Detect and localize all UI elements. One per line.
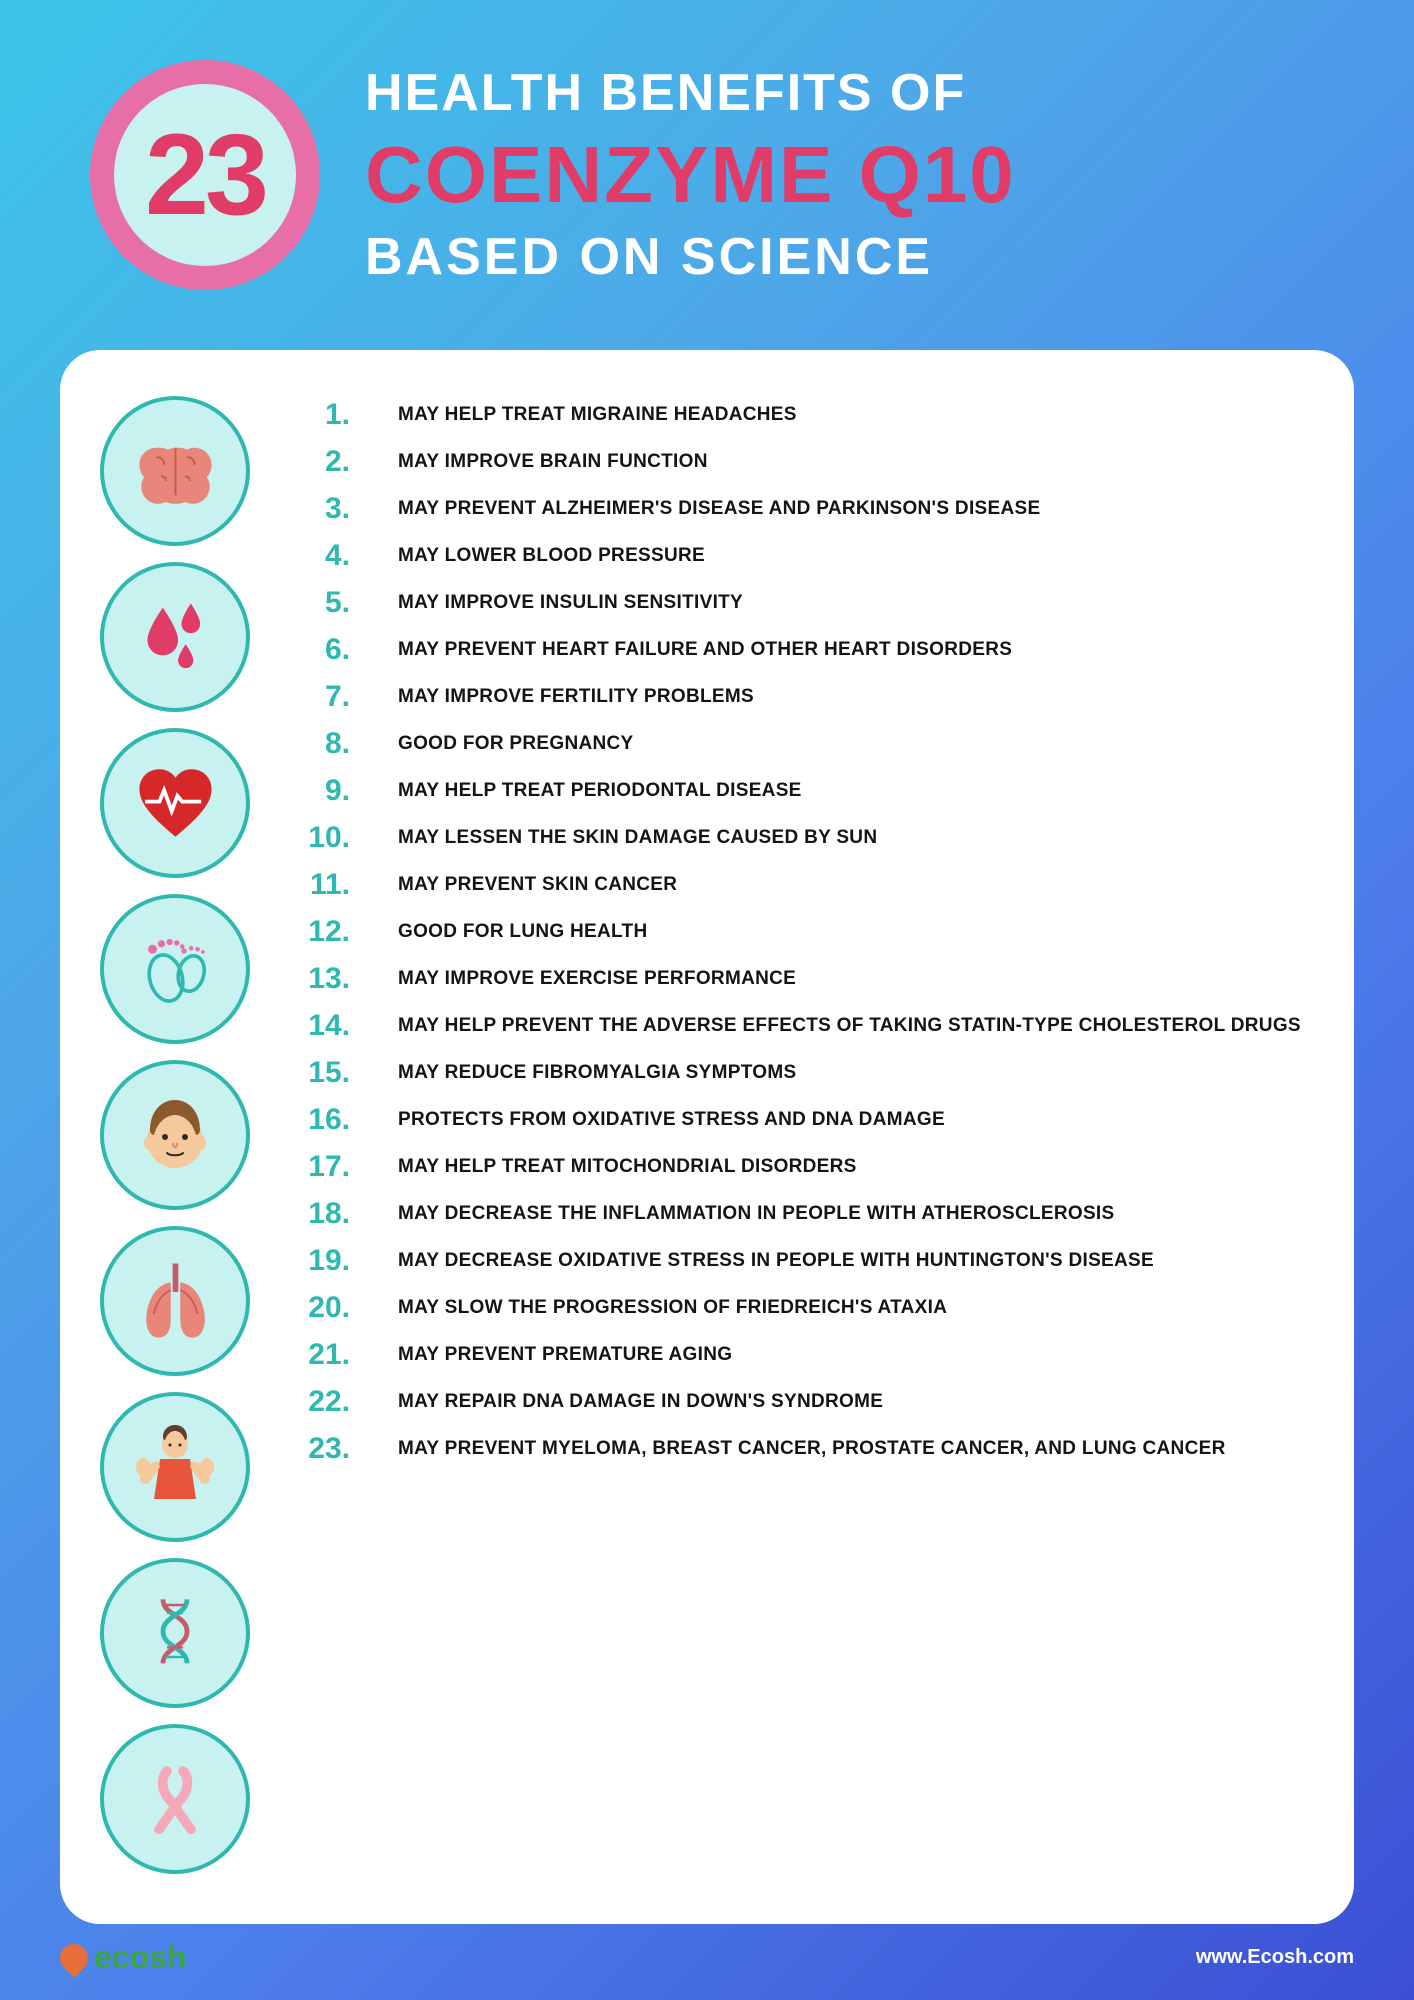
title-line2: COENZYME Q10 <box>365 129 1016 221</box>
list-item: 1. MAY HELP TREAT MIGRAINE HEADACHES <box>290 398 1314 432</box>
list-item: 13. MAY IMPROVE EXERCISE PERFORMANCE <box>290 962 1314 996</box>
list-number: 14. <box>290 1009 350 1043</box>
list-item: 3. MAY PREVENT ALZHEIMER'S DISEASE AND PA… <box>290 492 1314 526</box>
list-number: 2. <box>290 445 350 479</box>
list-item: 5. MAY IMPROVE INSULIN SENSITIVITY <box>290 586 1314 620</box>
list-text: MAY PREVENT HEART FAILURE AND OTHER HEAR… <box>398 639 1012 661</box>
list-item: 21. MAY PREVENT PREMATURE AGING <box>290 1338 1314 1372</box>
list-item: 20. MAY SLOW THE PROGRESSION OF FRIEDREIC… <box>290 1291 1314 1325</box>
logo: ecosh <box>60 1939 186 1976</box>
list-number: 21. <box>290 1338 350 1372</box>
list-text: MAY REPAIR DNA DAMAGE IN DOWN'S SYNDROME <box>398 1391 883 1413</box>
list-item: 9. MAY HELP TREAT PERIODONTAL DISEASE <box>290 774 1314 808</box>
list-item: 4. MAY LOWER BLOOD PRESSURE <box>290 539 1314 573</box>
list-number: 5. <box>290 586 350 620</box>
heart-ecg-icon <box>100 728 250 878</box>
list-text: MAY IMPROVE BRAIN FUNCTION <box>398 451 708 473</box>
logo-leaf-icon <box>54 1938 94 1978</box>
brain-icon <box>100 396 250 546</box>
list-item: 15. MAY REDUCE FIBROMYALGIA SYMPTOMS <box>290 1056 1314 1090</box>
list-text: MAY DECREASE OXIDATIVE STRESS IN PEOPLE … <box>398 1250 1154 1272</box>
title-line1: HEALTH BENEFITS OF <box>365 63 1016 123</box>
list-item: 16. PROTECTS FROM OXIDATIVE STRESS AND DN… <box>290 1103 1314 1137</box>
list-text: MAY PREVENT PREMATURE AGING <box>398 1344 732 1366</box>
list-text: MAY HELP TREAT MIGRAINE HEADACHES <box>398 404 797 426</box>
ribbon-icon <box>100 1724 250 1874</box>
list-text: MAY LESSEN THE SKIN DAMAGE CAUSED BY SUN <box>398 827 877 849</box>
list-text: GOOD FOR LUNG HEALTH <box>398 921 647 943</box>
blood-drops-icon <box>100 562 250 712</box>
list-text: MAY REDUCE FIBROMYALGIA SYMPTOMS <box>398 1062 796 1084</box>
list-number: 15. <box>290 1056 350 1090</box>
icons-column <box>100 390 260 1874</box>
list-text: MAY IMPROVE FERTILITY PROBLEMS <box>398 686 754 708</box>
list-item: 6. MAY PREVENT HEART FAILURE AND OTHER HE… <box>290 633 1314 667</box>
list-text: MAY IMPROVE INSULIN SENSITIVITY <box>398 592 743 614</box>
list-item: 10. MAY LESSEN THE SKIN DAMAGE CAUSED BY … <box>290 821 1314 855</box>
list-text: MAY PREVENT MYELOMA, BREAST CANCER, PROS… <box>398 1438 1226 1460</box>
list-text: MAY IMPROVE EXERCISE PERFORMANCE <box>398 968 796 990</box>
list-number: 19. <box>290 1244 350 1278</box>
list-number: 1. <box>290 398 350 432</box>
list-number: 9. <box>290 774 350 808</box>
dna-icon <box>100 1558 250 1708</box>
list-text: GOOD FOR PREGNANCY <box>398 733 634 755</box>
list-text: MAY HELP TREAT MITOCHONDRIAL DISORDERS <box>398 1156 857 1178</box>
list-text: PROTECTS FROM OXIDATIVE STRESS AND DNA D… <box>398 1109 945 1131</box>
list-number: 20. <box>290 1291 350 1325</box>
title-line3: BASED ON SCIENCE <box>365 227 1016 287</box>
list-text: MAY HELP TREAT PERIODONTAL DISEASE <box>398 780 802 802</box>
list-number: 10. <box>290 821 350 855</box>
list-item: 18. MAY DECREASE THE INFLAMMATION IN PEOP… <box>290 1197 1314 1231</box>
badge-circle: 23 <box>90 60 320 290</box>
badge-inner: 23 <box>114 84 296 266</box>
list-text: MAY PREVENT ALZHEIMER'S DISEASE AND PARK… <box>398 498 1040 520</box>
list-item: 17. MAY HELP TREAT MITOCHONDRIAL DISORDER… <box>290 1150 1314 1184</box>
list-number: 6. <box>290 633 350 667</box>
list-item: 23. MAY PREVENT MYELOMA, BREAST CANCER, P… <box>290 1432 1314 1466</box>
list-number: 4. <box>290 539 350 573</box>
badge-number: 23 <box>145 109 265 241</box>
face-icon <box>100 1060 250 1210</box>
website-url: www.Ecosh.com <box>1196 1946 1354 1969</box>
list-text: MAY LOWER BLOOD PRESSURE <box>398 545 705 567</box>
list-item: 14. MAY HELP PREVENT THE ADVERSE EFFECTS … <box>290 1009 1314 1043</box>
list-text: MAY HELP PREVENT THE ADVERSE EFFECTS OF … <box>398 1015 1301 1037</box>
list-number: 13. <box>290 962 350 996</box>
list-item: 11. MAY PREVENT SKIN CANCER <box>290 868 1314 902</box>
footer: ecosh www.Ecosh.com <box>0 1939 1414 1976</box>
list-item: 7. MAY IMPROVE FERTILITY PROBLEMS <box>290 680 1314 714</box>
list-number: 3. <box>290 492 350 526</box>
list-text: MAY DECREASE THE INFLAMMATION IN PEOPLE … <box>398 1203 1114 1225</box>
list-number: 22. <box>290 1385 350 1419</box>
list-number: 18. <box>290 1197 350 1231</box>
list-number: 8. <box>290 727 350 761</box>
lungs-icon <box>100 1226 250 1376</box>
baby-feet-icon <box>100 894 250 1044</box>
list-number: 16. <box>290 1103 350 1137</box>
list-text: MAY PREVENT SKIN CANCER <box>398 874 677 896</box>
title-block: HEALTH BENEFITS OF COENZYME Q10 BASED ON… <box>365 63 1016 287</box>
list-number: 7. <box>290 680 350 714</box>
list-item: 8. GOOD FOR PREGNANCY <box>290 727 1314 761</box>
list-number: 11. <box>290 868 350 902</box>
list-number: 17. <box>290 1150 350 1184</box>
list-item: 22. MAY REPAIR DNA DAMAGE IN DOWN'S SYNDR… <box>290 1385 1314 1419</box>
infographic-page: 23 HEALTH BENEFITS OF COENZYME Q10 BASED… <box>0 0 1414 2000</box>
list-number: 12. <box>290 915 350 949</box>
header: 23 HEALTH BENEFITS OF COENZYME Q10 BASED… <box>0 0 1414 330</box>
list-number: 23. <box>290 1432 350 1466</box>
list-item: 12. GOOD FOR LUNG HEALTH <box>290 915 1314 949</box>
benefits-list: 1. MAY HELP TREAT MIGRAINE HEADACHES 2. MAY… <box>290 390 1314 1874</box>
muscle-person-icon <box>100 1392 250 1542</box>
logo-text: ecosh <box>94 1939 186 1976</box>
list-item: 2. MAY IMPROVE BRAIN FUNCTION <box>290 445 1314 479</box>
list-item: 19. MAY DECREASE OXIDATIVE STRESS IN PEOP… <box>290 1244 1314 1278</box>
list-text: MAY SLOW THE PROGRESSION OF FRIEDREICH'S… <box>398 1297 947 1319</box>
benefits-card: 1. MAY HELP TREAT MIGRAINE HEADACHES 2. MAY… <box>60 350 1354 1924</box>
